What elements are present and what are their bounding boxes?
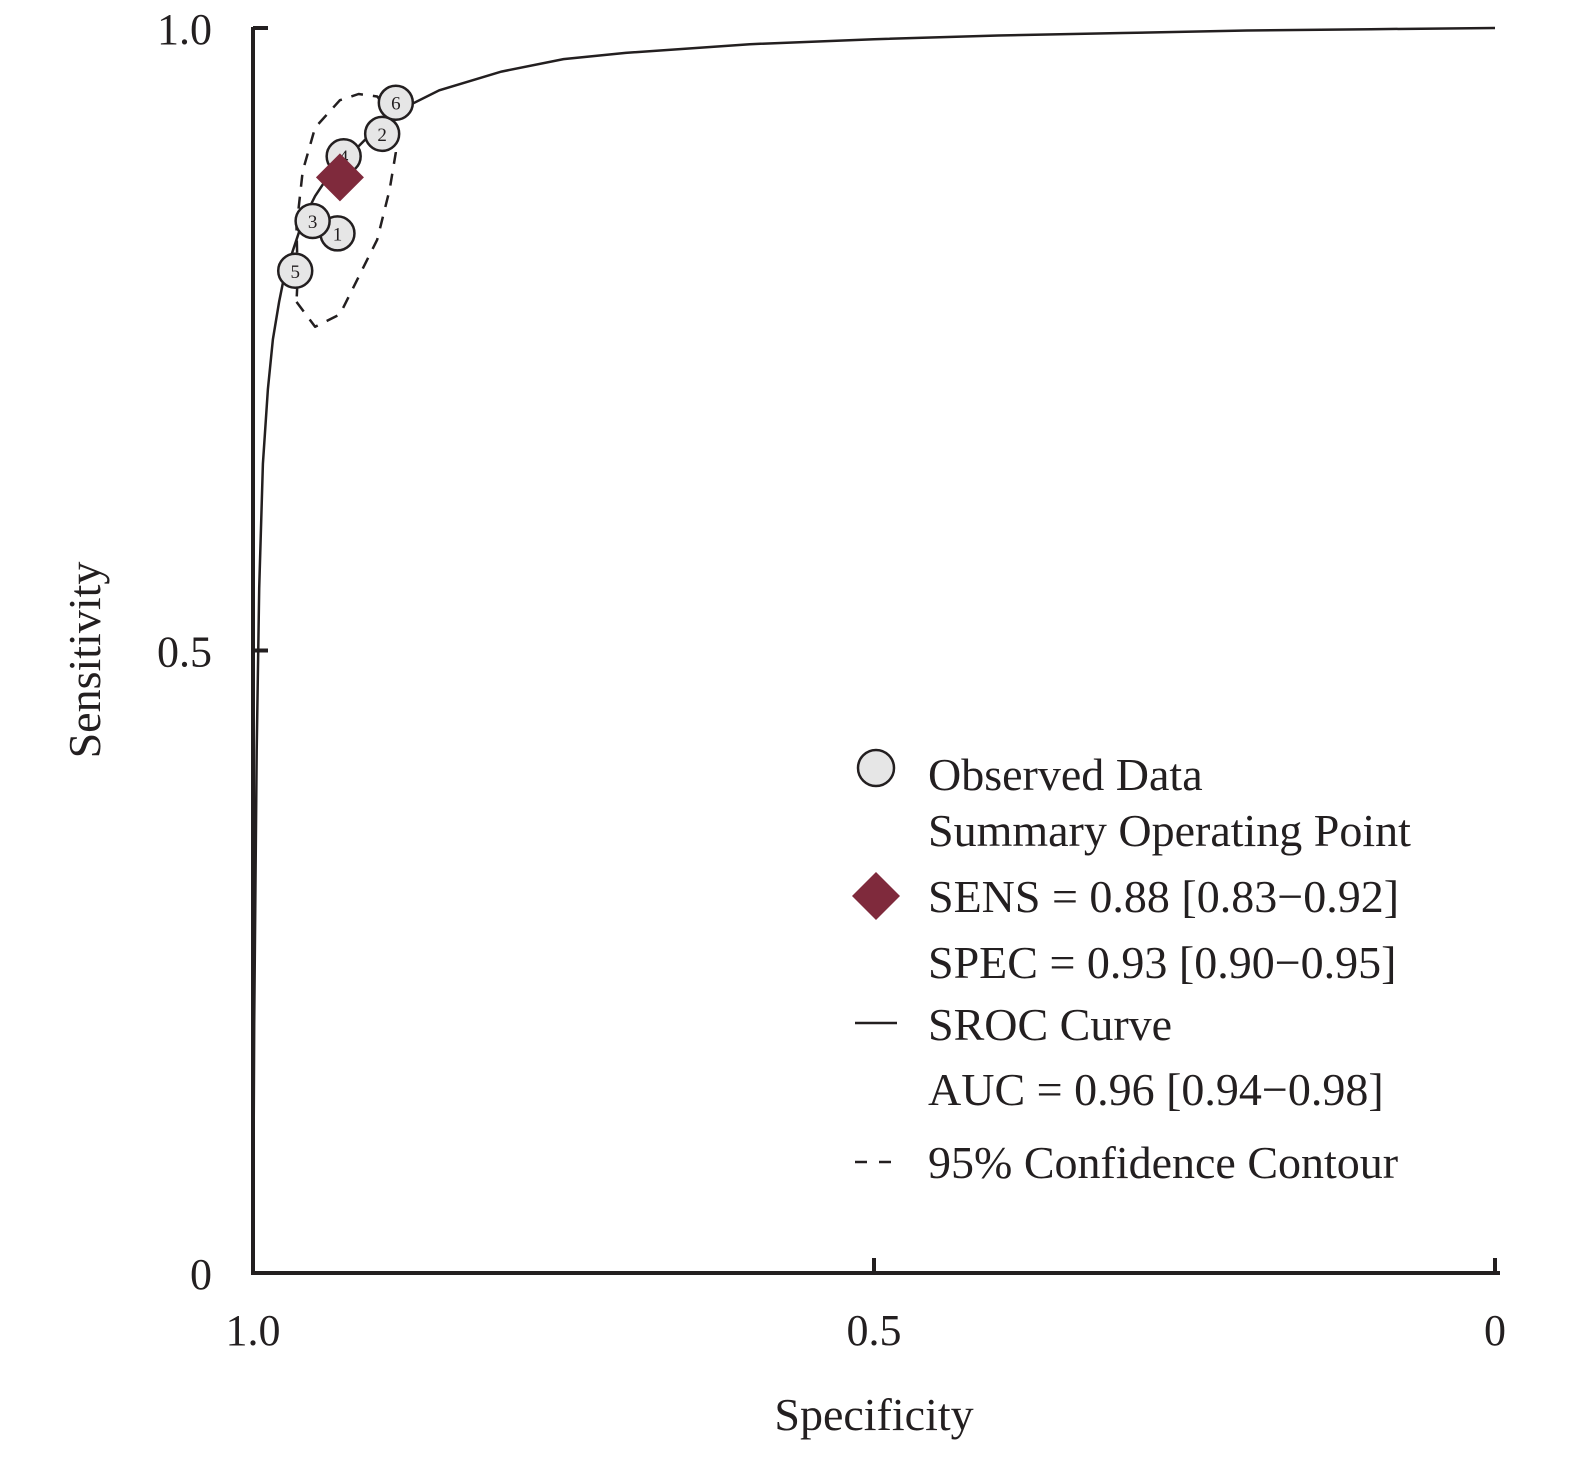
legend-auc-text: AUC = 0.96 [0.94−0.98] [928,1064,1384,1115]
study-label-5: 5 [290,262,300,283]
y-tick-label-2: 1.0 [157,5,212,54]
legend-observed-symbol [856,748,896,788]
study-point-2 [363,115,401,153]
legend-sens-text: SENS = 0.88 [0.83−0.92] [928,871,1399,922]
legend-contour-label: 95% Confidence Contour [928,1137,1398,1188]
legend-summary-label: Summary Operating Point [928,805,1411,856]
legend-summary-symbol [852,872,900,920]
study-label-2: 2 [377,125,387,146]
x-tick-label-0: 1.0 [226,1306,281,1355]
legend-observed-label: Observed Data [928,749,1203,800]
x-tick-label-1: 0.5 [847,1306,902,1355]
x-axis-title: Specificity [774,1389,973,1440]
y-tick-label-0: 0 [190,1250,212,1299]
summary-operating-point [315,153,364,202]
ticks-layer: 1.0 0.5 0 0 0.5 1.0 [157,5,1506,1355]
study-point-3 [294,202,331,240]
x-tick-label-2: 0 [1484,1306,1506,1355]
points-layer: 123456 [276,84,415,290]
study-label-6: 6 [391,94,401,115]
study-point-6 [377,84,415,121]
y-axis-title: Sensitivity [59,562,110,759]
study-point-5 [276,252,314,290]
legend-sroc-label: SROC Curve [928,999,1172,1050]
legend-spec-text: SPEC = 0.93 [0.90−0.95] [928,937,1396,988]
confidence-contour [295,92,398,329]
study-label-1: 1 [333,224,343,245]
legend: Observed Data Summary Operating Point SE… [852,748,1411,1188]
study-label-3: 3 [308,212,318,233]
y-tick-label-1: 0.5 [157,628,212,677]
